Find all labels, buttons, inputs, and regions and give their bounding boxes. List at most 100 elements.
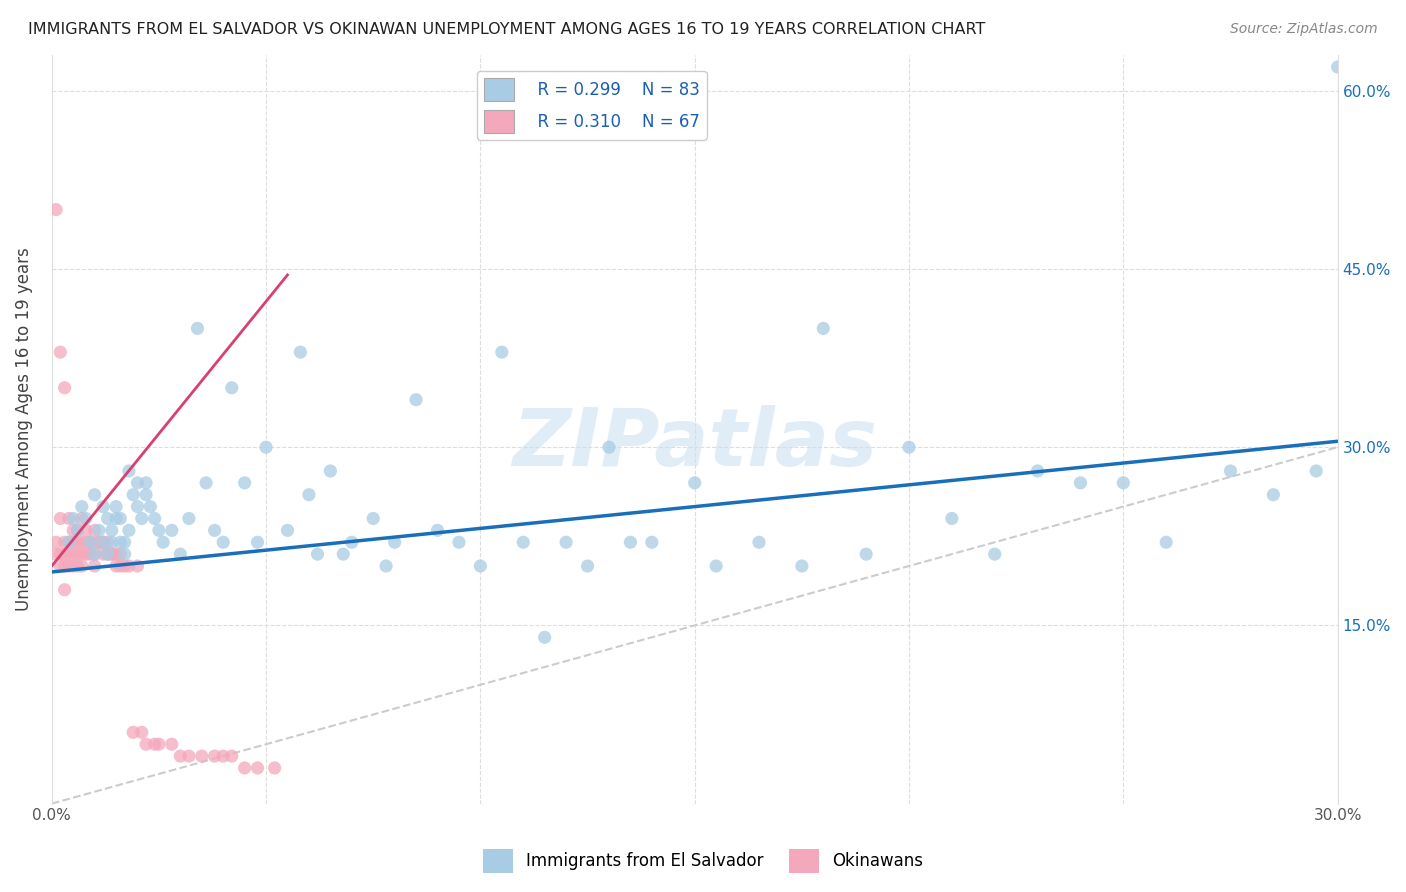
Point: [195, 475, 218, 490]
Point: [122, 488, 145, 502]
Point: [114, 535, 136, 549]
Point: [96, 535, 118, 549]
Point: [127, 559, 149, 574]
Point: [246, 761, 269, 775]
Point: [340, 535, 363, 549]
Y-axis label: Unemployment Among Ages 16 to 19 years: Unemployment Among Ages 16 to 19 years: [15, 247, 32, 611]
Point: [748, 535, 770, 549]
Point: [70, 500, 93, 514]
Point: [204, 749, 226, 764]
Point: [204, 524, 226, 538]
Point: [375, 559, 398, 574]
Point: [58, 535, 80, 549]
Point: [58, 559, 80, 574]
Point: [45, 535, 67, 549]
Point: [263, 761, 285, 775]
Point: [45, 547, 67, 561]
Point: [212, 535, 235, 549]
Point: [319, 464, 342, 478]
Point: [148, 524, 170, 538]
Point: [87, 535, 110, 549]
Point: [96, 547, 118, 561]
Point: [96, 511, 118, 525]
Point: [135, 475, 157, 490]
Point: [110, 535, 132, 549]
Point: [1154, 535, 1177, 549]
Point: [105, 547, 128, 561]
Point: [66, 559, 89, 574]
Point: [66, 524, 89, 538]
Point: [62, 535, 84, 549]
Text: ZIPatlas: ZIPatlas: [512, 405, 877, 483]
Point: [70, 511, 93, 525]
Point: [290, 345, 312, 359]
Point: [87, 535, 110, 549]
Point: [898, 440, 921, 454]
Point: [276, 524, 298, 538]
Point: [470, 559, 492, 574]
Point: [598, 440, 620, 454]
Point: [53, 582, 76, 597]
Point: [53, 559, 76, 574]
Point: [100, 547, 122, 561]
Point: [105, 500, 128, 514]
Point: [62, 511, 84, 525]
Point: [143, 511, 166, 525]
Point: [152, 535, 174, 549]
Point: [49, 559, 72, 574]
Point: [512, 535, 534, 549]
Point: [100, 547, 122, 561]
Point: [704, 559, 727, 574]
Point: [49, 547, 72, 561]
Point: [1326, 60, 1348, 74]
Point: [619, 535, 641, 549]
Point: [233, 761, 256, 775]
Point: [62, 559, 84, 574]
Point: [58, 511, 80, 525]
Point: [105, 511, 128, 525]
Point: [122, 725, 145, 739]
Point: [110, 559, 132, 574]
Point: [83, 559, 105, 574]
Point: [1112, 475, 1135, 490]
Point: [641, 535, 664, 549]
Point: [1305, 464, 1327, 478]
Point: [491, 345, 513, 359]
Point: [361, 511, 384, 525]
Point: [53, 381, 76, 395]
Point: [114, 559, 136, 574]
Point: [533, 630, 555, 644]
Point: [169, 749, 191, 764]
Point: [855, 547, 877, 561]
Point: [118, 559, 141, 574]
Point: [191, 749, 214, 764]
Point: [1026, 464, 1049, 478]
Point: [105, 559, 128, 574]
Point: [83, 547, 105, 561]
Point: [307, 547, 329, 561]
Point: [110, 547, 132, 561]
Point: [790, 559, 813, 574]
Point: [212, 749, 235, 764]
Point: [100, 535, 122, 549]
Text: Source: ZipAtlas.com: Source: ZipAtlas.com: [1230, 22, 1378, 37]
Point: [127, 500, 149, 514]
Point: [447, 535, 470, 549]
Point: [70, 535, 93, 549]
Point: [75, 524, 97, 538]
Point: [53, 535, 76, 549]
Point: [45, 202, 67, 217]
Point: [160, 737, 183, 751]
Point: [246, 535, 269, 549]
Point: [983, 547, 1005, 561]
Point: [75, 535, 97, 549]
Point: [169, 547, 191, 561]
Point: [114, 547, 136, 561]
Point: [177, 749, 200, 764]
Point: [813, 321, 835, 335]
Point: [177, 511, 200, 525]
Point: [576, 559, 599, 574]
Point: [131, 725, 153, 739]
Point: [66, 524, 89, 538]
Point: [332, 547, 354, 561]
